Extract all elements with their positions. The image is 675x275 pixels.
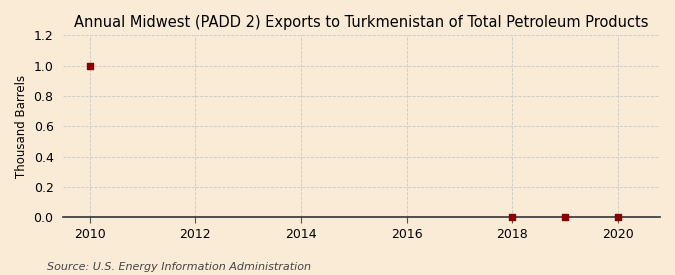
Title: Annual Midwest (PADD 2) Exports to Turkmenistan of Total Petroleum Products: Annual Midwest (PADD 2) Exports to Turkm… [74,15,649,30]
Point [560,215,570,219]
Text: Source: U.S. Energy Information Administration: Source: U.S. Energy Information Administ… [47,262,311,272]
Point [612,215,623,219]
Point [84,64,95,68]
Point [507,215,518,219]
Y-axis label: Thousand Barrels: Thousand Barrels [15,75,28,178]
